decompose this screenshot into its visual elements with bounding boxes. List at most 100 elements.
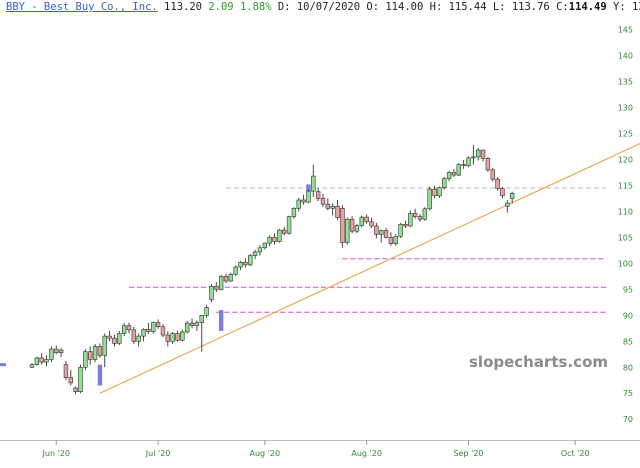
- candle-body: [383, 230, 389, 238]
- candle-body: [78, 366, 83, 392]
- y-tick-label: 75: [623, 389, 633, 398]
- candle-body: [54, 348, 59, 354]
- y-tick-label: 70: [623, 415, 633, 424]
- candle-body: [146, 329, 151, 332]
- x-tick-label: Sep '20: [454, 449, 484, 458]
- candle-body: [393, 236, 398, 244]
- candle-body: [175, 333, 180, 341]
- candle-body: [281, 229, 287, 234]
- candle-body: [388, 237, 394, 244]
- candle-body: [204, 307, 209, 316]
- candle-body: [378, 230, 384, 235]
- y-tick-label: 140: [618, 52, 633, 61]
- candle-body: [121, 325, 127, 334]
- candle-body: [480, 149, 486, 159]
- x-tick-label: Jul '20: [145, 449, 171, 458]
- candle-body: [432, 188, 437, 197]
- candle-body: [349, 218, 355, 232]
- candle-body: [223, 276, 229, 282]
- x-axis: Jun '20 Jul '20 Aug '20 Aug '20 Sep '20 Oct '…: [0, 440, 640, 458]
- candle-body: [500, 188, 505, 197]
- candle-body: [83, 351, 88, 368]
- x-tick-label: Aug '20: [250, 449, 281, 458]
- candle-body: [170, 333, 175, 342]
- candle-body: [451, 172, 457, 176]
- candle-body: [509, 192, 515, 199]
- candle-body: [34, 357, 40, 365]
- x-tick-label: Jun '20: [42, 449, 70, 458]
- last-price: 113.20: [164, 1, 202, 13]
- candle-body: [495, 178, 500, 189]
- candle-body: [471, 156, 476, 159]
- candlesticks: [29, 144, 515, 395]
- trendline: [99, 143, 640, 394]
- candle-body: [456, 164, 461, 176]
- candle-body: [73, 387, 78, 392]
- x-tick-label: Aug '20: [351, 449, 382, 458]
- candle-body: [272, 237, 277, 242]
- gap-marker: [306, 184, 311, 192]
- candle-body: [155, 322, 161, 328]
- candle-body: [117, 333, 122, 344]
- y-tick-label: 145: [618, 26, 633, 35]
- candle-body: [136, 335, 141, 342]
- candle-body: [315, 191, 321, 199]
- candle-body: [141, 329, 146, 337]
- y-tick-label: 80: [623, 363, 633, 372]
- candle-body: [214, 285, 219, 290]
- candle-body: [63, 364, 69, 378]
- candle-body: [257, 247, 263, 253]
- candle-body: [427, 188, 432, 210]
- candle-body: [180, 331, 185, 341]
- watermark: slopecharts.com: [469, 353, 608, 371]
- candle-body: [485, 158, 491, 171]
- open-readout: O: 114.00: [366, 1, 424, 13]
- gap-marker: [218, 310, 224, 331]
- date-readout: D: 10/07/2020: [277, 1, 361, 13]
- price-change: 2.09: [208, 1, 234, 13]
- candle-body: [442, 178, 447, 188]
- symbol-link[interactable]: BBY - Best Buy Co., Inc.: [6, 1, 158, 13]
- price-change-pct: 1.88%: [239, 1, 272, 13]
- candle-body: [228, 273, 234, 282]
- candle-body: [505, 202, 510, 207]
- y-tick-label: 105: [618, 233, 633, 242]
- y-tick-label: 90: [623, 311, 633, 320]
- candle-body: [218, 276, 224, 290]
- candle-body: [437, 187, 442, 197]
- candle-body: [286, 216, 292, 234]
- candle-body: [160, 326, 166, 336]
- candle-body: [412, 213, 418, 217]
- close-value: 114.49: [568, 1, 607, 13]
- candle-body: [296, 199, 301, 209]
- candle-body: [277, 229, 282, 242]
- candle-body: [243, 262, 248, 266]
- candle-body: [92, 346, 98, 360]
- candle-body: [165, 334, 170, 342]
- low-readout: L: 113.76: [492, 1, 550, 13]
- candle-body: [461, 164, 466, 166]
- candle-body: [325, 203, 331, 209]
- y-axis: 70 75 80 85 90 95 100 105 110 115 120 125 130 135 140 1…: [618, 26, 633, 425]
- candle-body: [44, 359, 49, 363]
- candle-body: [29, 364, 35, 368]
- candle-body: [39, 357, 44, 363]
- candle-body: [490, 169, 495, 180]
- candle-body: [248, 255, 253, 266]
- candle-body: [475, 149, 481, 158]
- y-tick-label: 135: [618, 78, 633, 87]
- candle-body: [408, 213, 413, 227]
- candle-body: [466, 157, 471, 166]
- y-tick-label: 115: [618, 181, 633, 190]
- gap-marker: [0, 363, 6, 367]
- candle-body: [267, 237, 272, 244]
- candle-body: [446, 172, 452, 179]
- candle-body: [68, 377, 74, 384]
- candle-body: [374, 225, 379, 235]
- y-tick-label: 120: [618, 155, 633, 164]
- candle-body: [185, 322, 190, 333]
- y-tick-label: 85: [623, 337, 633, 346]
- candle-body: [126, 325, 132, 331]
- year-readout: Y: 136.93: [613, 1, 640, 13]
